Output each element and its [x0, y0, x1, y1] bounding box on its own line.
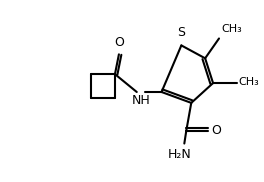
Text: O: O [114, 36, 124, 49]
Text: O: O [211, 124, 221, 137]
Text: S: S [177, 26, 185, 39]
Text: NH: NH [131, 94, 150, 107]
Text: H₂N: H₂N [167, 149, 191, 161]
Text: CH₃: CH₃ [221, 23, 242, 33]
Text: CH₃: CH₃ [239, 77, 260, 87]
